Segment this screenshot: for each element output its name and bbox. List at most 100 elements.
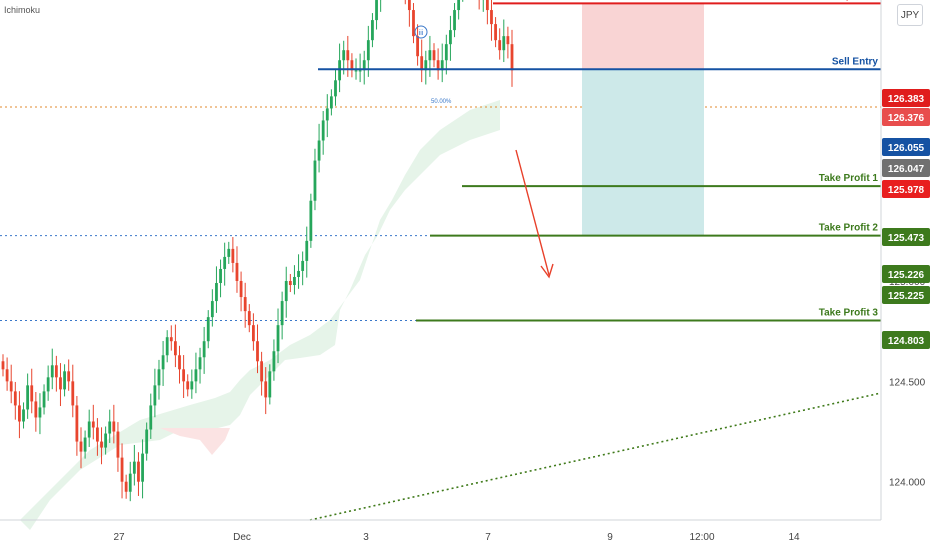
- candle-body: [47, 377, 50, 391]
- candle-body: [371, 20, 374, 40]
- candle-body: [34, 401, 37, 417]
- candle-body: [420, 56, 423, 70]
- candle-body: [117, 432, 120, 458]
- x-tick-label: 12:00: [689, 532, 714, 543]
- candle-body: [162, 355, 165, 369]
- candle-body: [137, 462, 140, 482]
- price-badge: 125.978: [882, 180, 930, 198]
- candle-body: [174, 341, 177, 355]
- candle-body: [453, 10, 456, 30]
- x-tick-label: Dec: [233, 532, 251, 543]
- y-tick-label: 124.000: [889, 478, 926, 489]
- candle-body: [211, 301, 214, 317]
- candle-body: [318, 141, 321, 161]
- price-badge-text: 126.047: [888, 164, 925, 175]
- candle-body: [490, 10, 493, 24]
- x-tick-label: 3: [363, 532, 369, 543]
- candle-body: [166, 337, 169, 355]
- candle-body: [129, 474, 132, 492]
- support-trendline: [310, 393, 881, 520]
- candle-body: [252, 325, 255, 341]
- candle-body: [285, 281, 288, 301]
- candle-body: [112, 421, 115, 431]
- candle-body: [289, 281, 292, 285]
- x-tick-label: 9: [607, 532, 613, 543]
- take-profit-3-label: Take Profit 3: [819, 308, 879, 319]
- price-badge-text: 126.055: [888, 143, 925, 154]
- x-tick-label: 14: [788, 532, 800, 543]
- candle-body: [449, 30, 452, 44]
- candle-body: [506, 36, 509, 44]
- candle-body: [22, 409, 25, 421]
- candle-body: [412, 10, 415, 36]
- sell-entry-label: Sell Entry: [832, 56, 879, 67]
- candle-body: [309, 201, 312, 241]
- candle-body: [195, 369, 198, 381]
- candle-body: [248, 311, 251, 325]
- price-badge: 126.047: [882, 159, 930, 177]
- price-badge-text: 125.225: [888, 291, 925, 302]
- fib-50-label: 50.00%: [431, 99, 452, 105]
- candle-body: [322, 120, 325, 140]
- candle-body: [314, 161, 317, 201]
- candle-body: [215, 283, 218, 301]
- candle-body: [145, 430, 148, 454]
- candle-body: [301, 261, 304, 271]
- candle-body: [355, 70, 358, 71]
- candle-body: [342, 50, 345, 60]
- candle-body: [416, 36, 419, 56]
- price-badge-text: 125.473: [888, 233, 925, 244]
- candle-body: [268, 371, 271, 397]
- candle-body: [182, 369, 185, 381]
- price-badge-text: 125.226: [888, 270, 925, 281]
- candles-group: [2, 0, 514, 501]
- candle-body: [133, 462, 136, 474]
- candle-body: [511, 44, 514, 70]
- indicator-label[interactable]: Ichimoku: [4, 5, 40, 15]
- candle-body: [39, 407, 42, 417]
- candle-body: [264, 381, 267, 397]
- candle-body: [256, 341, 259, 361]
- candle-body: [429, 50, 432, 60]
- candle-body: [121, 458, 124, 482]
- candle-body: [2, 361, 5, 369]
- price-badge: 124.803: [882, 331, 930, 349]
- candle-body: [6, 369, 9, 381]
- currency-badge[interactable]: JPY: [897, 4, 923, 26]
- candle-body: [240, 281, 243, 297]
- price-badge: 125.226: [882, 265, 930, 283]
- candle-body: [88, 421, 91, 437]
- wave-label: iii: [419, 30, 424, 37]
- y-tick-label: 124.500: [889, 377, 926, 388]
- candle-body: [502, 36, 505, 50]
- candle-body: [10, 381, 13, 391]
- x-tick-label: 27: [113, 532, 125, 543]
- stop-loss-label: Stop Loss: [830, 0, 879, 1]
- candle-body: [244, 297, 247, 311]
- candle-body: [125, 482, 128, 492]
- reward-zone: [582, 69, 704, 235]
- candle-body: [498, 40, 501, 50]
- ichimoku-cloud-bullish: [20, 100, 500, 530]
- candle-body: [207, 317, 210, 341]
- risk-zone: [582, 3, 704, 69]
- candle-body: [100, 442, 103, 448]
- candle-body: [486, 0, 489, 10]
- ichimoku-cloud-bearish: [160, 428, 230, 455]
- price-badge: 125.473: [882, 228, 930, 246]
- candle-body: [236, 263, 239, 281]
- candle-body: [75, 405, 78, 441]
- candle-body: [96, 428, 99, 442]
- candle-body: [43, 391, 46, 407]
- price-badge: 126.376: [882, 108, 930, 126]
- candle-body: [14, 391, 17, 405]
- candle-body: [30, 385, 33, 401]
- candle-body: [293, 277, 296, 285]
- candle-body: [408, 0, 411, 10]
- candle-body: [281, 301, 284, 325]
- price-badge: 125.225: [882, 286, 930, 304]
- candle-body: [51, 365, 54, 377]
- candle-body: [104, 434, 107, 448]
